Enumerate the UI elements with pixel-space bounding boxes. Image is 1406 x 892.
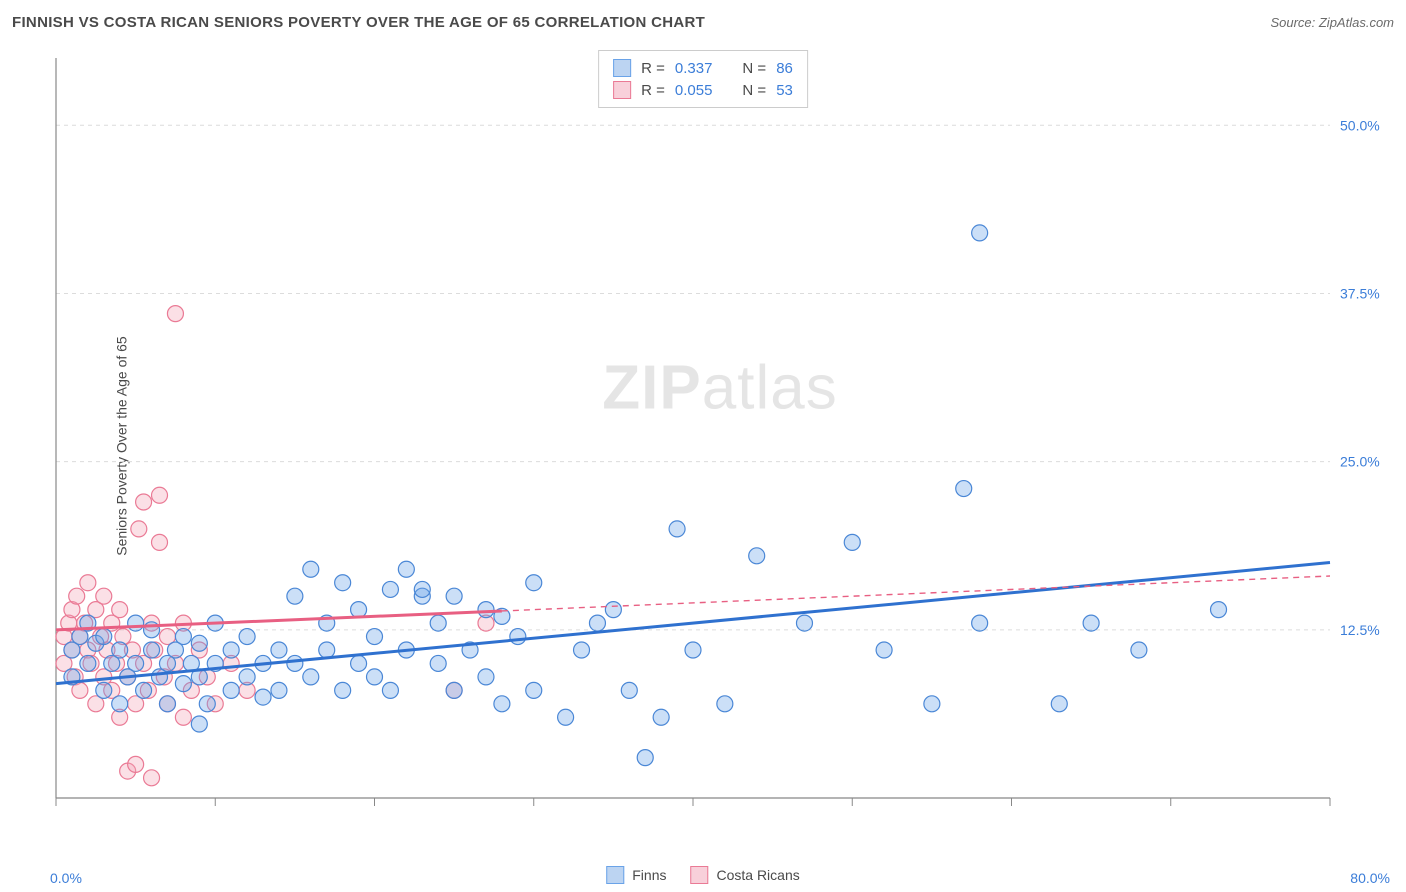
legend-item-costaricans: Costa Ricans [690,866,799,884]
svg-text:12.5%: 12.5% [1340,622,1380,638]
chart-title: FINNISH VS COSTA RICAN SENIORS POVERTY O… [12,14,705,31]
svg-text:25.0%: 25.0% [1340,454,1380,470]
r-value-costaricans: 0.055 [675,82,713,99]
x-max-label: 80.0% [1350,870,1390,886]
source-label: Source: ZipAtlas.com [1270,15,1394,30]
legend-stats-box: R = 0.337 N = 86 R = 0.055 N = 53 [598,50,808,108]
svg-text:50.0%: 50.0% [1340,117,1380,133]
swatch-costaricans-icon [690,866,708,884]
legend-item-finns: Finns [606,866,666,884]
legend-label-finns: Finns [632,867,666,883]
legend-stats-row-costaricans: R = 0.055 N = 53 [613,79,793,101]
legend-stats-row-finns: R = 0.337 N = 86 [613,57,793,79]
header: FINNISH VS COSTA RICAN SENIORS POVERTY O… [12,14,1394,31]
chart-svg: 12.5% 25.0% 37.5% 50.0% [50,48,1390,838]
x-min-label: 0.0% [50,870,82,886]
r-label: R = [641,82,665,99]
n-value-finns: 86 [776,60,793,77]
svg-text:37.5%: 37.5% [1340,285,1380,301]
swatch-costaricans-icon [613,81,631,99]
plot-area: 12.5%25.0%37.5%50.0% ZIPatlas [50,48,1390,838]
r-value-finns: 0.337 [675,60,713,77]
swatch-finns-icon [613,59,631,77]
swatch-finns-icon [606,866,624,884]
chart-container: FINNISH VS COSTA RICAN SENIORS POVERTY O… [0,0,1406,892]
n-label: N = [742,82,766,99]
n-value-costaricans: 53 [776,82,793,99]
r-label: R = [641,60,665,77]
bottom-legend: Finns Costa Ricans [606,866,800,884]
n-label: N = [742,60,766,77]
legend-label-costaricans: Costa Ricans [716,867,799,883]
